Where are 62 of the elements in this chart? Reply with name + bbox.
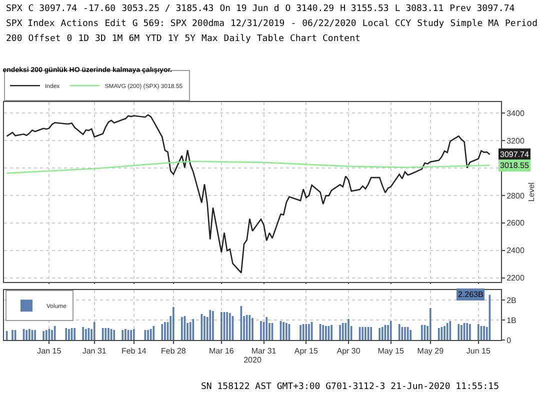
text: Prev 3097.74	[448, 3, 516, 15]
text: Simple MA	[449, 18, 500, 30]
text: 1M	[110, 33, 124, 45]
text: Daily	[222, 33, 252, 45]
text: -17.60	[82, 3, 117, 15]
text: YTD	[144, 33, 163, 45]
text: 3053.25 / 3185.43	[120, 3, 215, 15]
x-tick-label: Jun 15	[466, 346, 491, 356]
x-tick-label: Mar 16	[208, 346, 234, 356]
y-tick-label: 2800	[506, 191, 525, 200]
x-tick-label: Feb 28	[160, 346, 186, 356]
text: 3D	[94, 33, 107, 45]
text: Period	[504, 18, 538, 30]
text: Chart Content	[288, 33, 362, 45]
text: Offset	[27, 33, 62, 45]
text: -	[290, 18, 298, 30]
text: SPX	[5, 3, 24, 15]
text: 200	[5, 33, 24, 45]
x-axis-title: 2020	[244, 356, 262, 365]
x-tick-label: May 15	[378, 346, 405, 356]
text: 1Y	[166, 33, 180, 45]
x-tick-label: Jan 31	[82, 346, 107, 356]
x-tick-label: May 29	[417, 346, 444, 356]
text: 1D	[77, 33, 90, 45]
annotation: 2.263B	[458, 290, 484, 299]
text: L 3083.11	[394, 3, 445, 15]
line-series	[6, 160, 490, 174]
x-tick-label: Apr 15	[294, 346, 318, 356]
text: G 569: SPX 200dma	[131, 18, 226, 30]
text: H 3155.53	[339, 3, 390, 15]
x-tick-label: Jan 15	[37, 346, 62, 356]
text: 06/22/2020	[301, 18, 358, 30]
text: SPX Index	[5, 18, 56, 30]
y-tick-label: 0	[506, 336, 512, 345]
annotation: 3097.74	[500, 150, 530, 159]
y-tick-label: 3200	[506, 136, 525, 146]
text: Local CCY	[361, 18, 412, 30]
y-tick-label: 3400	[506, 108, 525, 118]
text: 12/31/2019	[230, 18, 286, 30]
text: 0	[66, 33, 74, 45]
line-series	[6, 114, 490, 274]
y-tick-label: 2400	[506, 246, 525, 256]
y-tick-label: 2B	[506, 296, 516, 305]
x-tick-label: Feb 14	[121, 346, 147, 356]
text: Max	[200, 33, 219, 45]
y-axis-title: Level	[526, 182, 536, 202]
text: O 3140.29	[284, 3, 336, 15]
y-tick-label: 1B	[506, 316, 516, 325]
text: Actions	[60, 18, 100, 30]
text: 5Y	[184, 33, 197, 45]
x-tick-label: Apr 30	[336, 346, 361, 356]
text: C 3097.74	[27, 3, 78, 15]
text: 6M	[128, 33, 141, 45]
text: SN 158122 AST GMT+3:00 G701-3112-3 21-Jun-2020 11:55:15	[201, 382, 500, 392]
y-tick-label: 2200	[506, 274, 525, 283]
x-tick-label: Mar 31	[251, 346, 277, 356]
annotation: 3018.55	[500, 161, 530, 170]
text: Edit	[104, 18, 128, 30]
text: Table	[256, 33, 285, 45]
text: Study	[416, 18, 446, 30]
y-tick-label: 2600	[506, 218, 525, 228]
text: On 19 Jun d	[218, 3, 280, 15]
